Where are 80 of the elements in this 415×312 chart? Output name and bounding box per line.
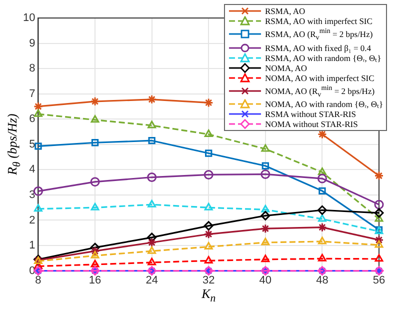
point [318,236,326,244]
y-tick-label: 7 [29,88,36,100]
point [90,260,100,268]
point [147,172,157,182]
point [261,238,270,246]
point [90,96,100,106]
x-tick-label: 24 [146,274,158,286]
legend-label: RSMA, AO [265,6,306,16]
x-axis-title: K$_{n}$ [202,286,216,304]
legend-label: NOMA, AO with random {Θᵣ, Θₜ} [265,99,384,110]
point [34,142,42,150]
point [317,174,327,184]
point [317,205,327,215]
point [317,130,327,140]
point [90,250,100,258]
y-tick-label: 1 [29,240,36,252]
legend-label: NOMA, AO (R$_{v}$$^{min}$ = 2 bps/Hz) [265,83,375,100]
x-tick-label: 32 [202,274,215,286]
point [34,109,42,117]
y-tick-label: 4 [29,164,36,176]
point [318,167,326,175]
point [205,150,212,157]
point [90,202,100,210]
point [260,224,270,234]
legend-label: NOMA without STAR-RIS [265,119,358,130]
point [147,232,157,242]
y-tick-label: 8 [29,62,36,75]
point [148,258,156,266]
legend-label: RSMA, AO (R$_{v}$$^{min}$ = 2 bps/Hz) [265,26,373,43]
point [374,235,384,245]
point [204,202,213,210]
point [318,214,326,222]
point [90,115,100,123]
point [260,210,270,220]
point [317,222,327,232]
legend-label: RSMA, AO with random {Θᵣ, Θₜ} [265,52,382,63]
point [261,204,270,212]
point [262,162,269,170]
point [148,137,156,144]
point [374,200,384,210]
x-tick-label: 40 [259,274,272,286]
point [34,204,42,212]
point [260,169,270,179]
point [318,254,326,262]
point [261,144,270,152]
point [204,98,214,108]
point [33,102,43,112]
point [374,208,384,218]
point [374,254,384,262]
legend-label: RSMA without STAR-RIS [265,109,356,120]
point [204,221,214,231]
x-tick-label: 56 [372,274,386,286]
point [261,254,270,262]
point [90,246,100,256]
y-tick-label: 9 [29,37,36,50]
point [147,238,157,248]
legend-label: NOMA, AO with imperfect SIC [265,72,374,83]
point [91,139,99,146]
point [147,94,157,104]
point [148,120,156,128]
point [90,177,100,187]
point [318,187,326,194]
x-tick-label: 16 [88,274,102,286]
legend-label: RSMA, AO with fixed β₁ = 0.4 [265,42,372,53]
point [204,170,214,180]
point [374,240,384,248]
legend-label: NOMA, AO [265,62,308,73]
y-tick-label: 2 [29,214,36,226]
point [374,170,384,180]
point [374,214,384,222]
x-tick-label: 48 [316,274,328,286]
point [204,256,213,264]
point [204,229,214,239]
legend-label: RSMA, AO with imperfect SIC [265,16,372,26]
y-tick-label: 6 [29,113,36,126]
point [148,200,156,208]
point [204,242,213,250]
point [148,246,156,254]
y-tick-label: 10 [22,12,36,24]
point [204,130,213,138]
